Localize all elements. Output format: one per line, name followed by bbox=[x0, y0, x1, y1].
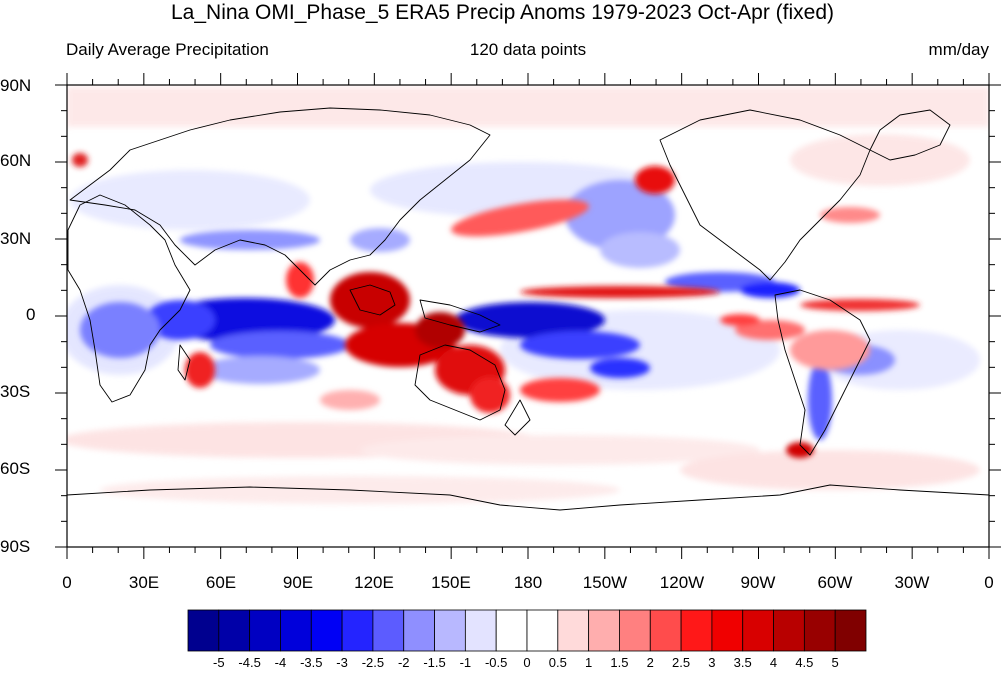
lon-label: 0 bbox=[984, 573, 994, 592]
colorbar-swatch bbox=[187, 609, 220, 652]
colorbar-swatch bbox=[773, 609, 805, 652]
colorbar-label: -0.5 bbox=[484, 655, 508, 670]
colorbar-swatch bbox=[649, 609, 682, 652]
colorbar-swatch bbox=[526, 609, 559, 652]
subtitle-left: Daily Average Precipitation bbox=[66, 40, 269, 59]
colorbar-swatch bbox=[434, 609, 466, 652]
lon-label: 30E bbox=[128, 573, 160, 592]
colorbar-label: -1.5 bbox=[423, 655, 446, 670]
map-title: La_Nina OMI_Phase_5 ERA5 Precip Anoms 19… bbox=[170, 1, 834, 24]
lon-label: 90E bbox=[282, 573, 314, 592]
colorbar-swatch bbox=[834, 609, 867, 652]
axis-ticks bbox=[55, 73, 1001, 559]
colorbar-label: -1 bbox=[459, 655, 472, 670]
lat-label-eq: 0 bbox=[26, 305, 36, 324]
colorbar-swatch bbox=[218, 609, 251, 652]
colorbar-swatch bbox=[557, 609, 590, 652]
colorbar-swatch bbox=[711, 609, 744, 652]
colorbar-label: -5 bbox=[213, 655, 225, 670]
colorbar-swatch bbox=[588, 609, 620, 652]
lon-label: 30W bbox=[894, 573, 930, 592]
lon-label: 0 bbox=[62, 573, 72, 592]
colorbar-swatch bbox=[495, 609, 528, 652]
colorbar-swatch bbox=[280, 609, 312, 652]
lon-label: 120E bbox=[354, 573, 394, 592]
colorbar-label: 1 bbox=[585, 655, 593, 670]
lon-label: 120W bbox=[659, 573, 705, 592]
colorbar-swatch bbox=[372, 609, 405, 652]
colorbar-swatch bbox=[619, 609, 651, 652]
lat-label-30n: 30N bbox=[0, 229, 32, 248]
colorbar-swatch bbox=[680, 609, 713, 652]
coastlines bbox=[67, 107, 989, 511]
colorbar bbox=[187, 609, 867, 652]
colorbar-label: 4.5 bbox=[795, 655, 814, 670]
lon-label: 180 bbox=[513, 573, 543, 592]
subtitle-center: 120 data points bbox=[469, 40, 587, 59]
lat-label-90s: 90S bbox=[0, 537, 31, 556]
colorbar-label: 3.5 bbox=[733, 655, 752, 670]
colorbar-label: -4 bbox=[274, 655, 287, 670]
positive-anomalies bbox=[72, 153, 920, 458]
light-anomaly-washes bbox=[67, 87, 989, 504]
colorbar-label: -4.5 bbox=[238, 655, 261, 670]
colorbar-label: 1.5 bbox=[610, 655, 629, 670]
lon-label: 90W bbox=[740, 573, 776, 592]
subtitle-units: mm/day bbox=[928, 40, 989, 59]
lat-label-60n: 60N bbox=[0, 151, 32, 170]
colorbar-label: -3.5 bbox=[300, 655, 323, 670]
colorbar-label: -2 bbox=[397, 655, 410, 670]
lon-label: 60W bbox=[817, 573, 853, 592]
colorbar-swatch bbox=[249, 609, 281, 652]
lon-label: 150W bbox=[582, 573, 628, 592]
colorbar-label: -2.5 bbox=[361, 655, 385, 670]
lon-label: 150E bbox=[431, 573, 471, 592]
lat-label-90n: 90N bbox=[0, 76, 32, 95]
lat-label-30s: 30S bbox=[0, 382, 31, 401]
colorbar-label: 2.5 bbox=[672, 655, 691, 670]
lon-label: 60E bbox=[205, 573, 237, 592]
colorbar-swatch bbox=[464, 609, 497, 652]
lat-label-60s: 60S bbox=[0, 459, 31, 478]
colorbar-swatch bbox=[742, 609, 774, 652]
colorbar-label: 0.5 bbox=[548, 655, 567, 670]
colorbar-label: 3 bbox=[708, 655, 716, 670]
colorbar-label: -3 bbox=[336, 655, 348, 670]
colorbar-swatch bbox=[341, 609, 374, 652]
colorbar-label: 4 bbox=[769, 655, 778, 670]
colorbar-swatch bbox=[803, 609, 836, 652]
negative-anomalies bbox=[80, 180, 895, 440]
colorbar-label: 0 bbox=[523, 655, 531, 670]
colorbar-swatch bbox=[310, 609, 343, 652]
colorbar-label: 5 bbox=[831, 655, 839, 670]
colorbar-label: 2 bbox=[646, 655, 654, 670]
colorbar-swatch bbox=[403, 609, 435, 652]
